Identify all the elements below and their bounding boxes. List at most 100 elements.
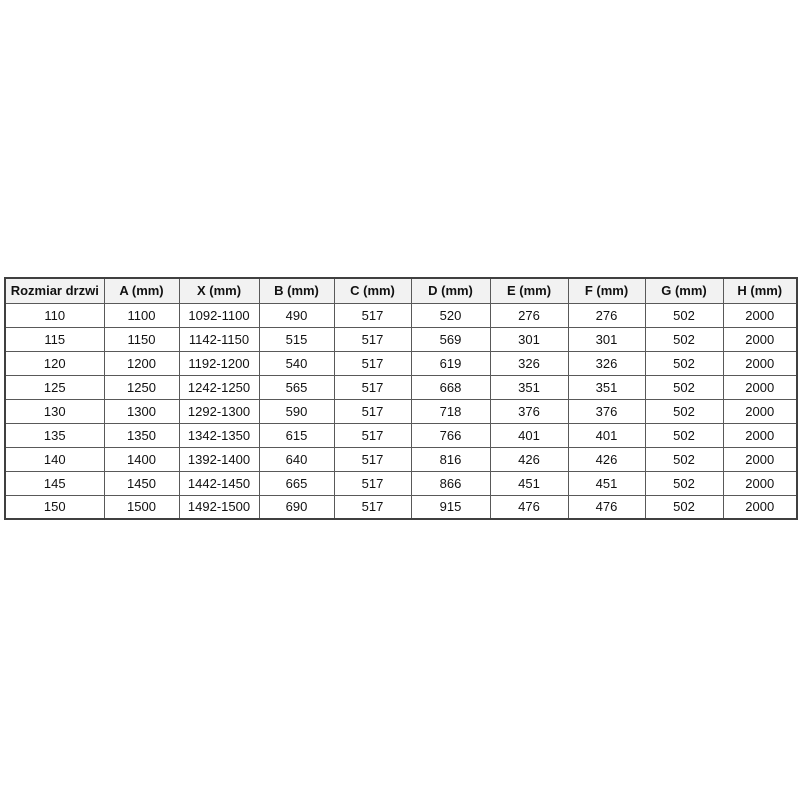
table-cell: 490 bbox=[258, 302, 335, 328]
table-cell: 816 bbox=[410, 446, 491, 472]
table-cell: 401 bbox=[567, 422, 646, 448]
table-cell: 915 bbox=[410, 494, 491, 520]
table-cell: 517 bbox=[333, 326, 412, 352]
table-cell: 569 bbox=[410, 326, 491, 352]
table-cell: 2000 bbox=[722, 398, 798, 424]
table-cell: 2000 bbox=[722, 494, 798, 520]
table-cell: 376 bbox=[567, 398, 646, 424]
table-cell: 1400 bbox=[103, 446, 180, 472]
table-cell: 2000 bbox=[722, 470, 798, 496]
table-cell: 2000 bbox=[722, 326, 798, 352]
table-cell: 1350 bbox=[103, 422, 180, 448]
table-cell: 426 bbox=[567, 446, 646, 472]
table-cell: 517 bbox=[333, 350, 412, 376]
table-cell: 351 bbox=[489, 374, 569, 400]
table-cell: 502 bbox=[644, 470, 724, 496]
table-cell: 619 bbox=[410, 350, 491, 376]
table-cell: 2000 bbox=[722, 302, 798, 328]
table-cell: 351 bbox=[567, 374, 646, 400]
table-cell: 502 bbox=[644, 494, 724, 520]
table-cell: 502 bbox=[644, 350, 724, 376]
table-cell: 150 bbox=[4, 494, 105, 520]
table-cell: 1450 bbox=[103, 470, 180, 496]
table-cell: 401 bbox=[489, 422, 569, 448]
table-cell: 1250 bbox=[103, 374, 180, 400]
table-cell: 276 bbox=[567, 302, 646, 328]
table-cell: 1192-1200 bbox=[178, 350, 260, 376]
table-cell: 120 bbox=[4, 350, 105, 376]
table-cell: 301 bbox=[489, 326, 569, 352]
table-cell: 1100 bbox=[103, 302, 180, 328]
table-cell: 2000 bbox=[722, 350, 798, 376]
table-cell: 476 bbox=[489, 494, 569, 520]
table-cell: 301 bbox=[567, 326, 646, 352]
table-cell: 125 bbox=[4, 374, 105, 400]
table-row: 140 1400 1392-1400 640 517 816 426 426 502 2000 bbox=[4, 446, 798, 472]
column-header-5: D (mm) bbox=[410, 277, 491, 304]
column-header-7: F (mm) bbox=[567, 277, 646, 304]
table-cell: 517 bbox=[333, 302, 412, 328]
table-head: Rozmiar drzwi A (mm) X (mm) B (mm) C (mm) D (… bbox=[4, 277, 798, 304]
table-cell: 476 bbox=[567, 494, 646, 520]
table-cell: 517 bbox=[333, 422, 412, 448]
table-row: 150 1500 1492-1500 690 517 915 476 476 502 2000 bbox=[4, 494, 798, 520]
column-header-1: A (mm) bbox=[103, 277, 180, 304]
table-cell: 1150 bbox=[103, 326, 180, 352]
table-cell: 140 bbox=[4, 446, 105, 472]
table-cell: 1342-1350 bbox=[178, 422, 260, 448]
column-header-8: G (mm) bbox=[644, 277, 724, 304]
table-row: 125 1250 1242-1250 565 517 668 351 351 502 2000 bbox=[4, 374, 798, 400]
column-header-0: Rozmiar drzwi bbox=[4, 277, 105, 304]
table-cell: 1500 bbox=[103, 494, 180, 520]
table-cell: 520 bbox=[410, 302, 491, 328]
table-cell: 502 bbox=[644, 302, 724, 328]
table-header-row: Rozmiar drzwi A (mm) X (mm) B (mm) C (mm) D (… bbox=[4, 277, 798, 304]
table-cell: 718 bbox=[410, 398, 491, 424]
column-header-6: E (mm) bbox=[489, 277, 569, 304]
table-cell: 590 bbox=[258, 398, 335, 424]
table-cell: 2000 bbox=[722, 374, 798, 400]
table-cell: 502 bbox=[644, 374, 724, 400]
table-cell: 502 bbox=[644, 398, 724, 424]
table-cell: 1300 bbox=[103, 398, 180, 424]
table-cell: 517 bbox=[333, 374, 412, 400]
table-cell: 451 bbox=[489, 470, 569, 496]
table-cell: 866 bbox=[410, 470, 491, 496]
table-cell: 517 bbox=[333, 446, 412, 472]
table-cell: 326 bbox=[567, 350, 646, 376]
table-cell: 2000 bbox=[722, 422, 798, 448]
table-cell: 766 bbox=[410, 422, 491, 448]
column-header-2: X (mm) bbox=[178, 277, 260, 304]
table-cell: 1092-1100 bbox=[178, 302, 260, 328]
table-row: 135 1350 1342-1350 615 517 766 401 401 502 2000 bbox=[4, 422, 798, 448]
table-body: 110 1100 1092-1100 490 517 520 276 276 502 2000 11… bbox=[4, 302, 798, 520]
table-row: 110 1100 1092-1100 490 517 520 276 276 502 2000 bbox=[4, 302, 798, 328]
table-cell: 2000 bbox=[722, 446, 798, 472]
table-cell: 426 bbox=[489, 446, 569, 472]
column-header-9: H (mm) bbox=[722, 277, 798, 304]
table-cell: 502 bbox=[644, 326, 724, 352]
table-cell: 1492-1500 bbox=[178, 494, 260, 520]
table-cell: 565 bbox=[258, 374, 335, 400]
column-header-3: B (mm) bbox=[258, 277, 335, 304]
table-row: 120 1200 1192-1200 540 517 619 326 326 502 2000 bbox=[4, 350, 798, 376]
table-cell: 1292-1300 bbox=[178, 398, 260, 424]
table-cell: 276 bbox=[489, 302, 569, 328]
column-header-4: C (mm) bbox=[333, 277, 412, 304]
table-cell: 502 bbox=[644, 446, 724, 472]
door-size-table: Rozmiar drzwi A (mm) X (mm) B (mm) C (mm) D (… bbox=[4, 277, 798, 520]
table-row: 130 1300 1292-1300 590 517 718 376 376 502 2000 bbox=[4, 398, 798, 424]
table-cell: 376 bbox=[489, 398, 569, 424]
table-cell: 615 bbox=[258, 422, 335, 448]
table-cell: 502 bbox=[644, 422, 724, 448]
table-cell: 690 bbox=[258, 494, 335, 520]
table-cell: 1442-1450 bbox=[178, 470, 260, 496]
table-cell: 451 bbox=[567, 470, 646, 496]
table-cell: 115 bbox=[4, 326, 105, 352]
table-cell: 665 bbox=[258, 470, 335, 496]
table-row: 115 1150 1142-1150 515 517 569 301 301 502 2000 bbox=[4, 326, 798, 352]
table-cell: 517 bbox=[333, 494, 412, 520]
table-cell: 1142-1150 bbox=[178, 326, 260, 352]
table-cell: 130 bbox=[4, 398, 105, 424]
